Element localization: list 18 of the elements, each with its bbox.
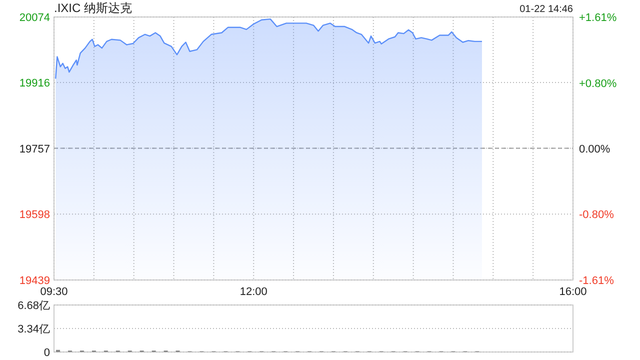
y-tick-label: 19916 [19, 77, 50, 90]
text: 01-22 14:46 [520, 4, 574, 15]
y-tick-label: 20074 [19, 12, 50, 24]
y2-tick-label: -1.61% [579, 275, 614, 287]
y-tick-label: 3.34亿 [18, 324, 50, 336]
y2-tick-label: +0.80% [579, 78, 617, 90]
x-tick-label: 16:00 [559, 286, 587, 298]
y-tick-label: 0 [44, 347, 50, 359]
y2-tick-label: -0.80% [579, 208, 614, 221]
y-tick-label: 19757 [19, 143, 50, 156]
x-tick-label: 12:00 [240, 286, 268, 298]
y-tick-label: 19439 [19, 275, 50, 287]
y-tick-label: 19598 [19, 209, 50, 222]
y2-tick-label: 0.00% [579, 144, 610, 156]
chart-title: .IXIC 纳斯达克 [54, 1, 132, 15]
y2-tick-label: +1.61% [579, 12, 617, 24]
x-tick-label: 09:30 [40, 286, 68, 298]
y-tick-label: 6.68亿 [18, 300, 50, 312]
